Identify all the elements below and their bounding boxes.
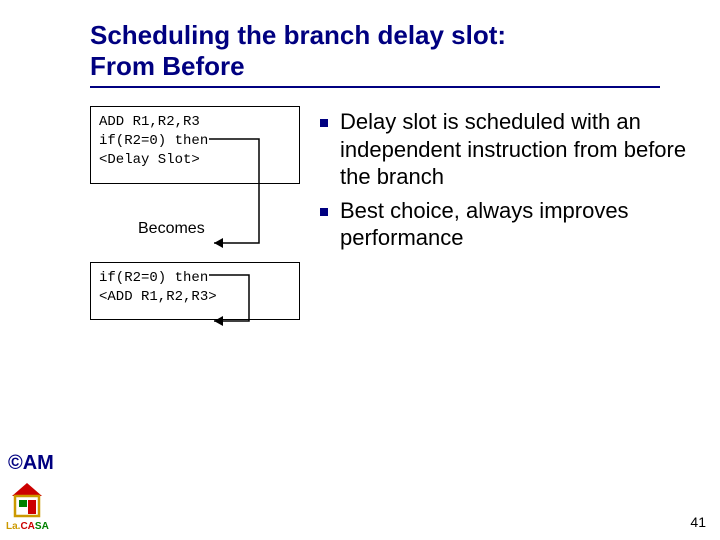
bullet-item: Delay slot is scheduled with an independ… xyxy=(320,108,690,191)
lacasa-text: La.CASA xyxy=(6,521,61,532)
am-logo: ©AM xyxy=(8,452,61,475)
loop-arrow-icon xyxy=(209,269,269,329)
slide-title: Scheduling the branch delay slot: From B… xyxy=(90,20,690,82)
title-line-1: Scheduling the branch delay slot: xyxy=(90,20,506,50)
title-underline xyxy=(90,86,660,88)
lacasa-sa: SA xyxy=(35,521,49,532)
bullet-item: Best choice, always improves performance xyxy=(320,197,690,252)
bullet-marker-icon xyxy=(320,208,328,216)
lacasa-la: La. xyxy=(6,521,20,532)
left-column: ADD R1,R2,R3 if(R2=0) then <Delay Slot> … xyxy=(90,106,300,328)
right-column: Delay slot is scheduled with an independ… xyxy=(320,106,690,328)
page-number: 41 xyxy=(690,514,706,530)
code-line: ADD R1,R2,R3 xyxy=(99,113,291,132)
bullet-text: Best choice, always improves performance xyxy=(340,197,690,252)
house-logo-icon xyxy=(8,481,46,519)
code-box-before: ADD R1,R2,R3 if(R2=0) then <Delay Slot> xyxy=(90,106,300,184)
content-row: ADD R1,R2,R3 if(R2=0) then <Delay Slot> … xyxy=(90,106,690,328)
title-line-2: From Before xyxy=(90,51,245,81)
logo-area: ©AM La.CASA xyxy=(6,452,61,532)
lacasa-ca: CA xyxy=(20,521,34,532)
bullet-marker-icon xyxy=(320,119,328,127)
bullet-text: Delay slot is scheduled with an independ… xyxy=(340,108,690,191)
loop-arrow-icon xyxy=(209,133,279,253)
code-box-after: if(R2=0) then <ADD R1,R2,R3> xyxy=(90,262,300,320)
